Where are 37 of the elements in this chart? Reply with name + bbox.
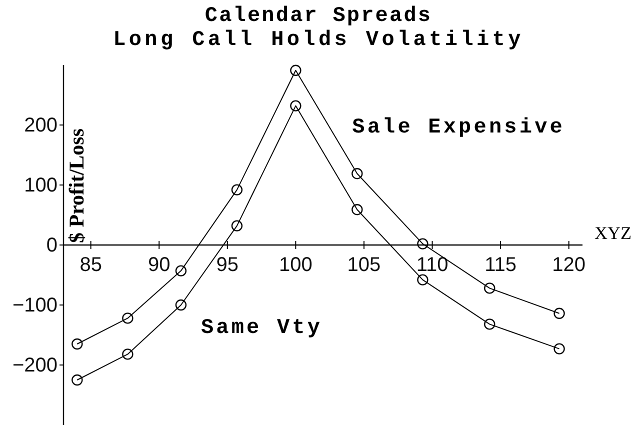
point (484, 318, 496, 330)
y-tick-label: −200 (12, 354, 58, 376)
point (417, 274, 428, 286)
point (231, 220, 243, 232)
y-axis-title: $ Profit/Loss (64, 128, 88, 243)
y-tick-label: 100 (24, 174, 58, 196)
point (175, 265, 187, 276)
point (290, 100, 302, 112)
chart-subtitle: Long Call Holds Volatility (113, 29, 524, 52)
point (122, 312, 134, 324)
point (175, 299, 187, 311)
point (72, 374, 83, 386)
point (231, 184, 243, 196)
point (554, 343, 565, 354)
point (554, 308, 565, 319)
chart-title: Calendar Spreads (204, 5, 432, 28)
series-label: Sale Expensive (352, 116, 565, 140)
x-tick-label: 110 (416, 254, 448, 276)
x-tick-label: 95 (216, 254, 239, 276)
point (484, 282, 496, 294)
x-tick-label: 115 (484, 254, 516, 276)
y-tick-label: 0 (46, 234, 58, 256)
point (352, 168, 363, 180)
x-tick-label: 85 (80, 254, 102, 276)
x-tick-label: 105 (347, 254, 381, 276)
x-tick-label: 100 (278, 254, 312, 276)
point (290, 64, 302, 76)
point (352, 204, 363, 216)
point (122, 348, 134, 360)
y-tick-label: −100 (12, 294, 58, 316)
series-label: Same Vty (200, 317, 323, 340)
x-axis-title: XYZ (594, 223, 632, 243)
point (417, 238, 428, 250)
x-tick-label: 90 (148, 254, 170, 276)
x-tick-label: 120 (552, 254, 586, 276)
point (72, 338, 83, 350)
y-tick-label: 200 (24, 114, 58, 136)
